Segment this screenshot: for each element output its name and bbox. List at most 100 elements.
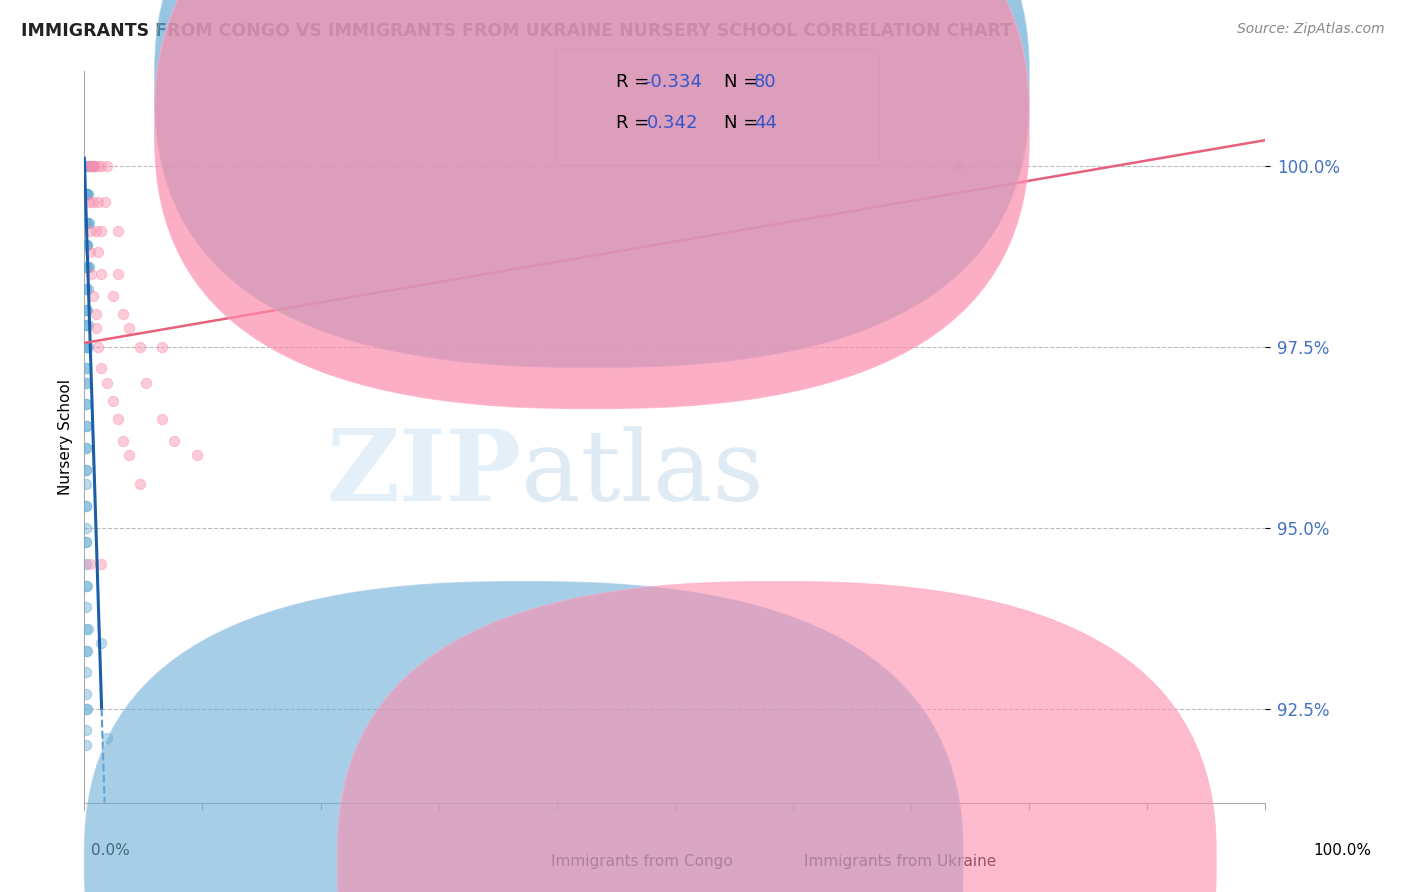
- Point: [75, 340, 97, 354]
- Point: [87, 340, 110, 354]
- Point: [186, 448, 208, 462]
- Point: [75, 687, 97, 701]
- Point: [76, 397, 98, 411]
- Point: [76, 463, 98, 477]
- Point: [76, 738, 98, 752]
- Point: [75, 238, 97, 252]
- Point: [83, 159, 105, 173]
- Text: 44: 44: [754, 114, 776, 132]
- Point: [77, 260, 100, 274]
- Point: [75, 644, 97, 658]
- Point: [75, 376, 97, 390]
- Point: [75, 477, 97, 491]
- Point: [128, 477, 150, 491]
- Point: [76, 340, 98, 354]
- Point: [76, 535, 98, 549]
- Point: [75, 376, 97, 390]
- Point: [112, 434, 135, 448]
- Point: [107, 224, 129, 238]
- Text: Immigrants from Congo: Immigrants from Congo: [551, 855, 733, 869]
- Point: [76, 216, 98, 230]
- Point: [76, 303, 98, 318]
- Point: [79, 557, 101, 571]
- Text: -0.334: -0.334: [644, 73, 702, 91]
- Point: [90, 636, 112, 650]
- Point: [107, 412, 129, 426]
- Point: [76, 622, 98, 636]
- Point: [76, 340, 98, 354]
- Text: IMMIGRANTS FROM CONGO VS IMMIGRANTS FROM UKRAINE NURSERY SCHOOL CORRELATION CHAR: IMMIGRANTS FROM CONGO VS IMMIGRANTS FROM…: [21, 22, 1012, 40]
- Point: [75, 535, 97, 549]
- Text: atlas: atlas: [522, 425, 763, 522]
- Text: Source: ZipAtlas.com: Source: ZipAtlas.com: [1237, 22, 1385, 37]
- Point: [128, 340, 150, 354]
- Point: [76, 282, 98, 296]
- Point: [75, 303, 97, 318]
- Point: [76, 159, 98, 173]
- Point: [76, 701, 98, 715]
- Point: [76, 282, 98, 296]
- Point: [150, 412, 173, 426]
- Point: [118, 321, 141, 335]
- Point: [75, 216, 97, 230]
- Point: [84, 321, 107, 335]
- Point: [90, 224, 112, 238]
- Point: [80, 159, 103, 173]
- Point: [75, 578, 97, 592]
- Point: [84, 224, 107, 238]
- Point: [77, 187, 100, 202]
- Point: [82, 194, 104, 209]
- Text: Immigrants from Ukraine: Immigrants from Ukraine: [804, 855, 997, 869]
- Text: R =: R =: [616, 114, 655, 132]
- Point: [76, 159, 98, 173]
- Point: [75, 463, 97, 477]
- Point: [76, 499, 98, 513]
- Point: [150, 340, 173, 354]
- Point: [76, 361, 98, 376]
- Point: [118, 448, 141, 462]
- Point: [79, 224, 101, 238]
- Point: [96, 731, 118, 745]
- Point: [75, 318, 97, 332]
- Point: [76, 159, 98, 173]
- Point: [75, 419, 97, 434]
- Point: [75, 361, 97, 376]
- Point: [75, 238, 97, 252]
- Text: 80: 80: [754, 73, 776, 91]
- Point: [94, 194, 117, 209]
- Text: ZIP: ZIP: [326, 425, 522, 522]
- Point: [75, 499, 97, 513]
- Point: [79, 245, 101, 260]
- Point: [163, 434, 186, 448]
- Point: [76, 187, 98, 202]
- Point: [75, 557, 97, 571]
- Point: [79, 159, 101, 173]
- Point: [948, 159, 970, 173]
- Point: [90, 267, 112, 281]
- Text: N =: N =: [724, 73, 763, 91]
- Point: [75, 187, 97, 202]
- Point: [96, 159, 118, 173]
- Point: [76, 644, 98, 658]
- Point: [75, 216, 97, 230]
- Point: [75, 701, 97, 715]
- Point: [80, 267, 103, 281]
- Point: [76, 578, 98, 592]
- Point: [83, 159, 105, 173]
- Point: [112, 307, 135, 321]
- Point: [76, 187, 98, 202]
- Point: [76, 260, 98, 274]
- Point: [80, 159, 103, 173]
- Point: [101, 289, 124, 303]
- Point: [82, 159, 104, 173]
- Point: [76, 238, 98, 252]
- Point: [87, 194, 110, 209]
- Point: [76, 665, 98, 680]
- Point: [76, 260, 98, 274]
- Point: [90, 361, 112, 376]
- Point: [90, 159, 112, 173]
- Point: [76, 216, 98, 230]
- Text: 0.342: 0.342: [647, 114, 699, 132]
- Point: [75, 723, 97, 738]
- Text: 100.0%: 100.0%: [1313, 843, 1371, 858]
